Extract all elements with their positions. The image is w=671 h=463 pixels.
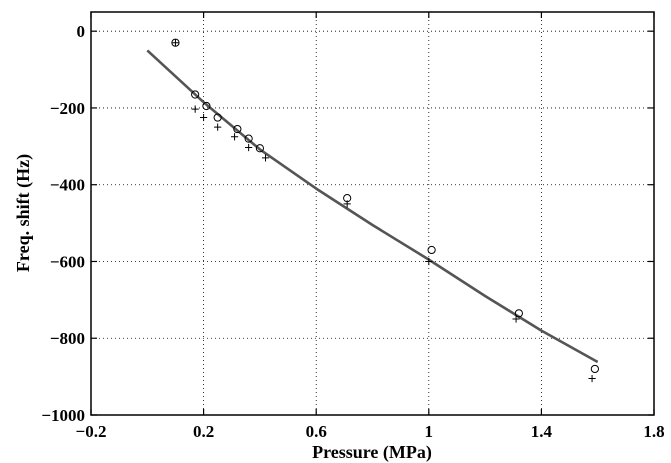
plus-marker	[171, 39, 180, 47]
plus-marker	[261, 154, 270, 162]
plus-marker	[200, 113, 208, 122]
fit-line	[146, 49, 599, 364]
y-axis-label: Freq. shift (Hz)	[13, 154, 34, 272]
plus-marker	[425, 257, 433, 266]
plus-marker	[343, 200, 351, 208]
x-tick-label: 0.6	[306, 422, 327, 441]
x-axis-label: Pressure (MPa)	[312, 442, 432, 463]
y-tick-label: −800	[50, 329, 85, 348]
circle-marker	[191, 90, 200, 99]
circle-marker	[213, 113, 222, 122]
fit-line-group	[146, 49, 599, 364]
y-tick-label: 0	[77, 22, 86, 41]
plus-marker	[512, 315, 520, 323]
plus-marker	[191, 105, 199, 113]
y-tick-label: −400	[50, 176, 85, 195]
plot-frame	[90, 11, 655, 416]
markers	[171, 38, 599, 383]
plus-marker	[230, 133, 239, 141]
circle-marker	[590, 364, 599, 374]
x-tick-label: 1	[425, 422, 434, 441]
circle-marker	[514, 309, 523, 318]
circle-marker	[244, 134, 253, 143]
y-tick-label: −200	[50, 99, 85, 118]
y-tick-label: −600	[50, 252, 85, 271]
x-tick-label: 1.8	[643, 422, 664, 441]
circle-marker	[427, 245, 436, 255]
circle-marker	[202, 101, 211, 111]
plus-marker	[588, 374, 596, 383]
circle-marker	[233, 124, 242, 134]
x-tick-label: 1.4	[531, 422, 553, 441]
x-tick-label: 0.2	[193, 422, 214, 441]
y-tick-label: −1000	[41, 406, 85, 425]
ticks: −0.2 0.2 0.6 1 1.4 1.8 0 −200 −400 −600 −800 −1000	[41, 12, 665, 441]
circle-marker	[255, 144, 264, 153]
plus-marker	[245, 143, 253, 152]
x-tick-label: −0.2	[76, 422, 107, 441]
plus-marker	[214, 123, 222, 131]
grid	[91, 12, 654, 415]
